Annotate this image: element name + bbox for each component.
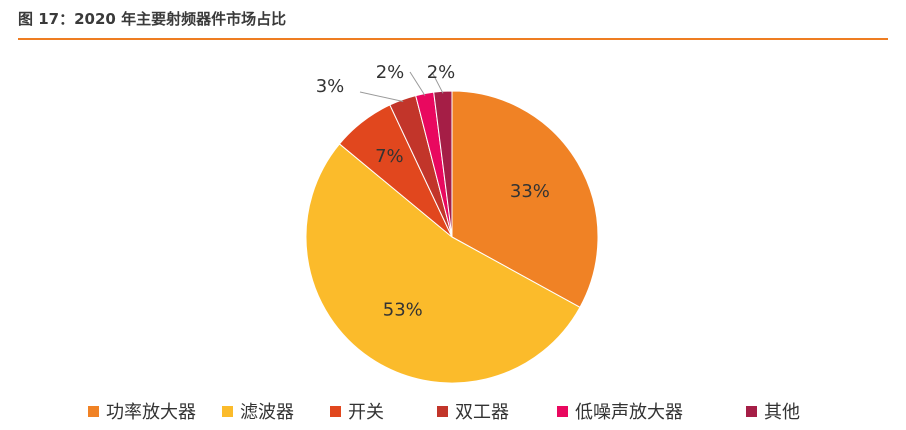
pie-slice-2 bbox=[305, 143, 581, 384]
legend-label: 低噪声放大器 bbox=[575, 402, 683, 423]
legend-swatch bbox=[746, 405, 757, 417]
legend-item-1: 功率放大器 bbox=[88, 398, 196, 424]
legend-label: 双工器 bbox=[455, 402, 509, 423]
title-underline bbox=[18, 38, 888, 40]
pie-slices bbox=[305, 90, 599, 384]
data-label-6: 2% bbox=[427, 62, 456, 83]
data-label-2: 53% bbox=[383, 300, 423, 321]
legend-swatch bbox=[330, 405, 341, 417]
legend-swatch bbox=[88, 405, 99, 417]
legend-label: 滤波器 bbox=[240, 402, 294, 423]
legend-label: 功率放大器 bbox=[106, 402, 196, 423]
legend-item-3: 开关 bbox=[330, 398, 384, 424]
figure-title: 图 17：2020 年主要射频器件市场占比 bbox=[18, 10, 287, 28]
pie-slice-6 bbox=[433, 90, 453, 238]
chart-legend: 功率放大器 滤波器 开关 双工器 低噪声放大器 其他 bbox=[0, 398, 906, 424]
data-label-1: 33% bbox=[510, 181, 550, 202]
legend-swatch bbox=[557, 405, 568, 417]
data-label-3: 7% bbox=[375, 146, 404, 167]
legend-item-6: 其他 bbox=[746, 398, 800, 424]
legend-swatch bbox=[437, 405, 448, 417]
legend-item-2: 滤波器 bbox=[222, 398, 294, 424]
legend-item-5: 低噪声放大器 bbox=[557, 398, 683, 424]
leader-line-4 bbox=[359, 91, 404, 102]
leader-line-6 bbox=[431, 71, 444, 94]
leader-lines bbox=[359, 71, 444, 102]
legend-label: 开关 bbox=[348, 402, 384, 423]
data-label-4: 3% bbox=[316, 76, 345, 97]
legend-swatch bbox=[222, 405, 233, 417]
pie-slice-1 bbox=[451, 90, 599, 309]
legend-label: 其他 bbox=[764, 402, 800, 423]
leader-line-5 bbox=[409, 71, 426, 96]
data-labels: 33% 53% 7% 3% 2% 2% bbox=[316, 62, 550, 321]
data-label-5: 2% bbox=[376, 62, 405, 83]
pie-chart: 33% 53% 7% 3% 2% 2% bbox=[305, 62, 599, 384]
legend-item-4: 双工器 bbox=[437, 398, 509, 424]
